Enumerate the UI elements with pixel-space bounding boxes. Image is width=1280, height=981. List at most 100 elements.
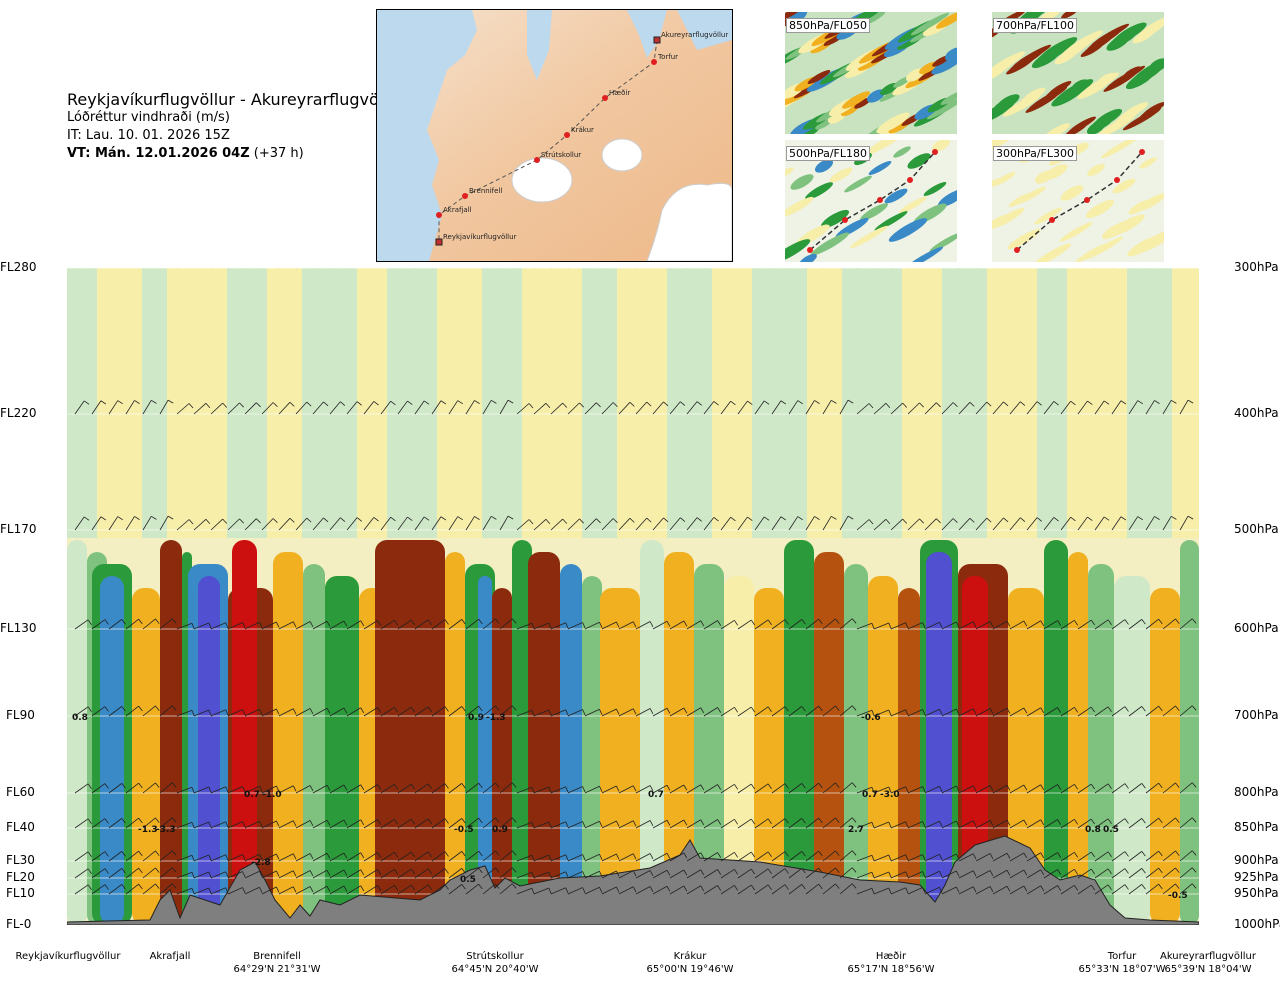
thumbnail-blob	[992, 207, 1025, 229]
thumbnail-blob	[1060, 185, 1084, 201]
wind-barb	[1077, 851, 1095, 862]
wind-barb	[193, 871, 212, 879]
wind-barb	[601, 886, 620, 895]
wind-barb	[1128, 851, 1146, 862]
wind-barb	[448, 619, 466, 630]
field-value-label: 0.9	[492, 825, 508, 835]
wind-barb	[414, 851, 432, 862]
location-coord: 65°33'N 18°07'W	[1078, 964, 1166, 975]
location-label: Brennifell 64°29'N 21°31'W	[212, 950, 342, 976]
wind-barb	[1179, 705, 1197, 717]
wind-barb	[482, 883, 500, 895]
wind-barb	[211, 268, 212, 269]
wind-barb	[941, 886, 960, 895]
thumbnail-700[interactable]: 700hPa/FL100	[992, 12, 1164, 134]
wind-barb	[1179, 515, 1194, 531]
wind-barb	[1043, 620, 1062, 630]
wind-barb	[448, 884, 466, 895]
pressure-level-label: 600hPa	[1234, 621, 1279, 635]
wind-barb	[125, 883, 143, 895]
wind-barb	[958, 870, 977, 879]
field-band	[712, 268, 752, 538]
wind-barb	[431, 400, 447, 415]
title-block: Reykjavíkurflugvöllur - Akureyrarflugvöl…	[67, 90, 404, 163]
thumbnail-300[interactable]: 300hPa/FL300	[992, 140, 1164, 262]
wind-barb	[737, 851, 755, 862]
wind-barb	[227, 871, 246, 879]
wind-barb	[193, 786, 212, 794]
wind-barb	[1145, 782, 1163, 794]
thumbnail-blob	[910, 12, 950, 36]
wind-barb	[482, 782, 500, 794]
thumbnail-blob	[1070, 79, 1090, 93]
field-band	[375, 540, 445, 925]
wind-barb	[295, 886, 314, 895]
field-band	[522, 268, 582, 538]
field-band	[784, 540, 814, 925]
wind-barb	[92, 268, 93, 269]
wind-barb	[1179, 850, 1197, 862]
wind-barb	[142, 850, 160, 862]
wind-barb	[533, 709, 552, 717]
wind-barb	[652, 869, 671, 879]
wind-barb	[296, 268, 297, 269]
wind-barb	[703, 869, 722, 879]
wind-barb	[907, 402, 924, 415]
wind-barb	[992, 707, 1011, 717]
thumbnail-waypoint	[907, 177, 913, 183]
wind-barb	[193, 709, 212, 717]
wind-barb	[873, 786, 892, 794]
thumbnail-waypoint	[1084, 197, 1090, 203]
field-band	[437, 268, 482, 538]
route-line	[438, 39, 658, 242]
wind-barb	[482, 705, 500, 717]
wind-barb	[669, 885, 688, 895]
thumbnail-blob	[926, 96, 957, 120]
wind-barb	[1162, 867, 1180, 879]
wind-barb	[312, 819, 331, 829]
map-point-label: Krákur	[571, 126, 594, 134]
wind-barb	[1026, 620, 1045, 630]
wind-barb	[873, 402, 891, 415]
wind-barb	[941, 785, 960, 794]
field-band	[357, 268, 387, 538]
wind-barb	[686, 885, 705, 895]
field-band	[1088, 564, 1114, 925]
wind-barb	[805, 867, 823, 879]
parameter-label: Lóðréttur vindhraði (m/s)	[67, 110, 230, 125]
wind-barb	[1145, 618, 1163, 630]
wind-barb	[227, 518, 244, 531]
wind-barb	[924, 870, 943, 879]
thumbnail-500[interactable]: 500hPa/FL180	[785, 140, 957, 262]
wind-barb	[313, 268, 314, 269]
wind-barb	[516, 821, 535, 829]
wind-barb	[227, 887, 246, 895]
thumbnail-850[interactable]: 850hPa/FL050	[785, 12, 957, 134]
thumbnail-blob	[944, 47, 957, 61]
wind-barb	[499, 817, 517, 829]
thumbnail-blob	[1090, 23, 1130, 47]
field-band	[1037, 268, 1067, 538]
wind-barb	[567, 402, 584, 415]
location-name: Akureyrarflugvöllur	[1159, 951, 1256, 962]
wind-barb	[1128, 516, 1143, 531]
wind-barb	[142, 515, 157, 531]
wind-barb	[125, 867, 143, 879]
wind-barb	[397, 851, 415, 862]
map-point-label: Akureyrarflugvöllur	[661, 31, 728, 39]
wind-barb	[177, 268, 178, 269]
wind-barb	[142, 399, 157, 415]
wind-barb	[839, 399, 854, 415]
pressure-level-label: 900hPa	[1234, 853, 1279, 867]
pressure-level-label: 700hPa	[1234, 708, 1279, 722]
wind-barb	[584, 886, 603, 895]
wind-barb	[125, 516, 140, 531]
wind-barb	[1145, 516, 1160, 531]
flight-level-label: FL60	[6, 785, 35, 799]
wind-barb	[363, 885, 382, 895]
location-label: Reykjavíkurflugvöllur	[3, 950, 133, 963]
wind-barb	[941, 870, 960, 879]
wind-barb	[1111, 783, 1129, 794]
wind-barb	[329, 819, 348, 829]
wind-barb	[652, 401, 669, 415]
